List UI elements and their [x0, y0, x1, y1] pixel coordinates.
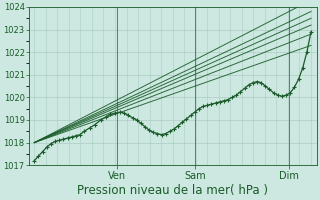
X-axis label: Pression niveau de la mer( hPa ): Pression niveau de la mer( hPa )	[77, 184, 268, 197]
